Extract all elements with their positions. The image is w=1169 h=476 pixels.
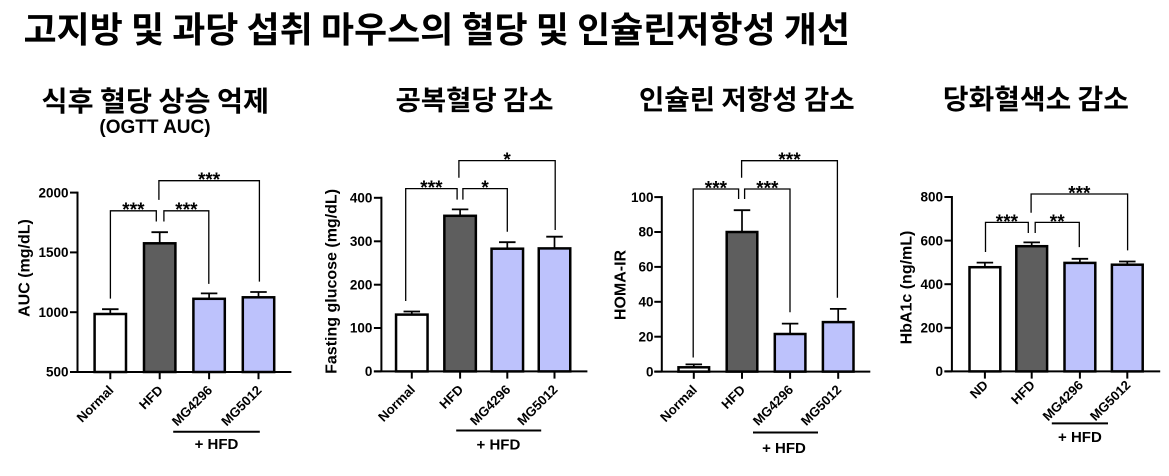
svg-text:HOMA-IR: HOMA-IR (612, 249, 629, 320)
svg-text:+ HFD: + HFD (477, 437, 521, 454)
svg-text:+ HFD: + HFD (762, 440, 806, 457)
svg-text:60: 60 (638, 260, 653, 275)
svg-text:100: 100 (631, 190, 654, 205)
svg-text:+ HFD: + HFD (1058, 429, 1102, 446)
svg-text:AUC (mg/dL): AUC (mg/dL) (16, 219, 33, 317)
svg-text:0: 0 (646, 364, 654, 379)
svg-text:(OGTT AUC): (OGTT AUC) (99, 117, 210, 138)
svg-text:**: ** (1050, 212, 1065, 233)
svg-text:600: 600 (920, 233, 943, 248)
svg-text:HbA1c (ng/mL): HbA1c (ng/mL) (899, 231, 916, 345)
svg-text:200: 200 (920, 321, 943, 336)
svg-text:***: *** (1068, 183, 1091, 204)
svg-text:300: 300 (350, 234, 373, 249)
svg-text:1500: 1500 (38, 245, 68, 260)
svg-text:+ HFD: + HFD (195, 436, 239, 453)
svg-text:1000: 1000 (38, 305, 68, 320)
svg-text:***: *** (996, 212, 1019, 233)
svg-text:500: 500 (46, 365, 69, 380)
svg-text:0: 0 (935, 364, 943, 379)
svg-text:80: 80 (638, 225, 653, 240)
svg-text:*: * (503, 150, 511, 171)
svg-text:***: *** (420, 178, 443, 199)
svg-text:2000: 2000 (38, 185, 68, 200)
svg-text:200: 200 (350, 277, 373, 292)
svg-text:40: 40 (638, 295, 653, 310)
svg-text:20: 20 (638, 329, 653, 344)
svg-text:400: 400 (920, 277, 943, 292)
svg-text:***: *** (122, 200, 145, 221)
svg-text:0: 0 (365, 364, 373, 379)
svg-text:***: *** (756, 178, 779, 199)
svg-text:*: * (481, 178, 489, 199)
svg-text:100: 100 (350, 321, 373, 336)
svg-text:***: *** (778, 150, 801, 171)
svg-text:***: *** (175, 200, 198, 221)
svg-text:***: *** (705, 178, 728, 199)
svg-text:400: 400 (350, 191, 373, 206)
svg-text:800: 800 (920, 190, 943, 205)
svg-text:Fasting glucose (mg/dL): Fasting glucose (mg/dL) (324, 189, 341, 374)
svg-text:***: *** (198, 170, 221, 191)
